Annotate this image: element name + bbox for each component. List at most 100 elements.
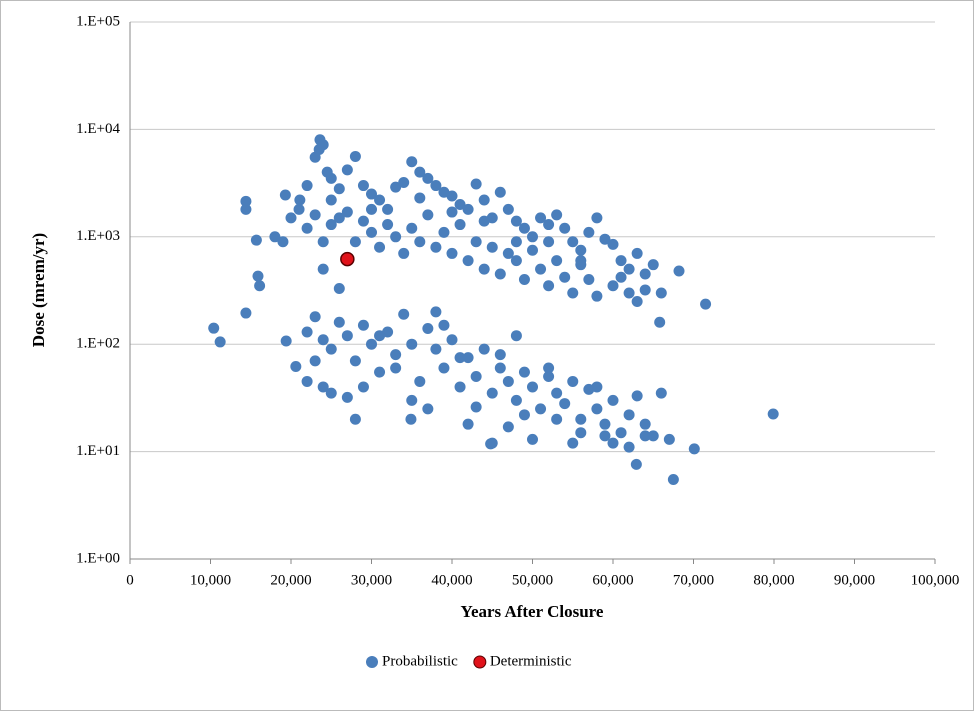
probabilistic-point <box>240 203 252 215</box>
probabilistic-point <box>639 418 651 430</box>
probabilistic-point <box>462 255 474 267</box>
probabilistic-point <box>290 360 302 372</box>
probabilistic-point <box>599 233 611 245</box>
probabilistic-point <box>317 381 329 393</box>
probabilistic-point <box>623 287 635 299</box>
probabilistic-point <box>518 409 530 421</box>
probabilistic-point <box>406 394 418 406</box>
probabilistic-point <box>583 274 595 286</box>
probabilistic-point <box>414 375 426 387</box>
probabilistic-point <box>390 231 402 243</box>
probabilistic-point <box>374 241 386 253</box>
x-tick-label: 50,000 <box>512 572 553 588</box>
probabilistic-point <box>405 413 417 425</box>
probabilistic-point <box>502 375 514 387</box>
probabilistic-point <box>333 212 345 224</box>
probabilistic-point <box>390 362 402 374</box>
probabilistic-point <box>567 236 579 248</box>
probabilistic-point <box>470 371 482 383</box>
probabilistic-point <box>317 263 329 275</box>
probabilistic-point <box>252 270 264 282</box>
probabilistic-point <box>607 394 619 406</box>
probabilistic-point <box>454 219 466 231</box>
probabilistic-point <box>559 271 571 283</box>
probabilistic-point <box>398 308 410 320</box>
probabilistic-point <box>454 198 466 210</box>
probabilistic-point <box>349 150 361 162</box>
probabilistic-point <box>486 437 498 449</box>
probabilistic-point <box>551 209 563 221</box>
x-tick-label: 10,000 <box>190 572 231 588</box>
probabilistic-point <box>591 403 603 415</box>
probabilistic-point <box>655 287 667 299</box>
probabilistic-point <box>518 222 530 234</box>
probabilistic-point <box>438 226 450 238</box>
probabilistic-point <box>700 298 712 310</box>
probabilistic-point <box>607 437 619 449</box>
probabilistic-point <box>654 316 666 328</box>
probabilistic-point <box>510 215 522 227</box>
probabilistic-point <box>607 280 619 292</box>
probabilistic-point <box>494 186 506 198</box>
probabilistic-point <box>599 430 611 442</box>
probabilistic-point <box>470 236 482 248</box>
probabilistic-point <box>623 263 635 275</box>
probabilistic-point <box>422 209 434 221</box>
probabilistic-point <box>250 234 262 246</box>
probabilistic-point <box>438 319 450 331</box>
probabilistic-point <box>382 203 394 215</box>
probabilistic-point <box>639 284 651 296</box>
probabilistic-point <box>551 387 563 399</box>
probabilistic-point <box>309 355 321 367</box>
probabilistic-point <box>366 226 377 238</box>
probabilistic-point <box>333 316 345 328</box>
probabilistic-point <box>341 391 353 403</box>
probabilistic-point <box>631 295 643 307</box>
probabilistic-point <box>543 371 555 383</box>
probabilistic-point <box>559 222 571 234</box>
probabilistic-point <box>208 322 220 334</box>
probabilistic-point <box>575 244 587 256</box>
probabilistic-point <box>349 355 361 367</box>
probabilistic-point <box>349 413 361 425</box>
x-axis-title: Years After Closure <box>461 602 604 621</box>
probabilistic-point <box>357 180 369 192</box>
probabilistic-point <box>486 241 498 253</box>
x-tick-label: 20,000 <box>270 572 311 588</box>
probabilistic-point <box>398 247 410 259</box>
probabilistic-point <box>535 263 547 275</box>
probabilistic-point <box>357 381 369 393</box>
probabilistic-point <box>543 219 555 231</box>
probabilistic-point <box>333 283 345 295</box>
probabilistic-point <box>591 212 603 224</box>
probabilistic-point <box>518 366 530 378</box>
probabilistic-point <box>390 181 402 193</box>
probabilistic-point <box>647 259 659 271</box>
probabilistic-point <box>414 166 426 178</box>
x-tick-label: 60,000 <box>592 572 633 588</box>
probabilistic-point <box>623 409 635 421</box>
probabilistic-point <box>446 247 458 259</box>
probabilistic-point <box>631 247 643 259</box>
probabilistic-point <box>422 403 434 415</box>
deterministic-point <box>340 251 355 267</box>
probabilistic-point <box>527 231 538 243</box>
probabilistic-point <box>623 441 635 453</box>
probabilistic-point <box>349 236 361 248</box>
probabilistic-point <box>462 418 474 430</box>
probabilistic-point <box>279 189 291 201</box>
probabilistic-point <box>414 192 426 204</box>
probabilistic-point <box>430 343 442 355</box>
probabilistic-point <box>422 323 434 335</box>
probabilistic-point <box>655 387 667 399</box>
probabilistic-point <box>591 290 603 302</box>
y-tick-label: 1.E+05 <box>76 13 120 29</box>
probabilistic-point <box>543 362 555 374</box>
probabilistic-point <box>454 352 466 364</box>
x-tick-label: 0 <box>126 572 134 588</box>
y-tick-label: 1.E+00 <box>76 550 120 566</box>
probabilistic-point <box>647 430 659 442</box>
probabilistic-point <box>294 194 306 206</box>
probabilistic-point <box>630 458 642 470</box>
